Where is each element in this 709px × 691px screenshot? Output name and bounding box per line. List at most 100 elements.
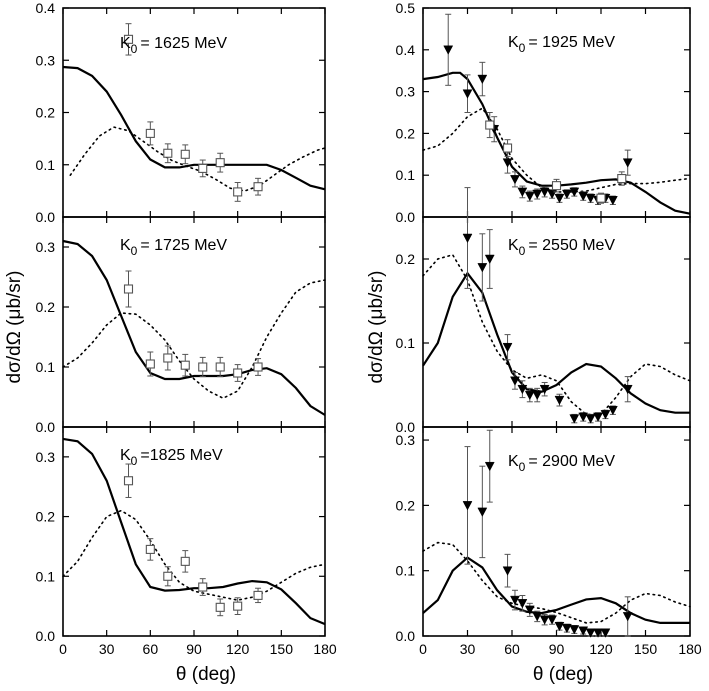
data-point-triangle — [484, 254, 495, 265]
panel-label-subscript: 0 — [519, 460, 526, 474]
panel-label-value: = 1725 MeV — [140, 237, 227, 254]
data-point-square — [198, 163, 208, 173]
data-point-triangle — [578, 626, 589, 636]
panel-label-subscript: 0 — [519, 244, 526, 258]
panel-4: 0.0 0.1 0.2 0.3 0.4 0.5 K0 = 1925 MeV — [396, 0, 691, 225]
y-tick-label: 0.1 — [36, 157, 56, 173]
data-point-square — [215, 158, 225, 168]
y-tick-label: 0.3 — [396, 432, 416, 448]
data-point-triangle — [477, 507, 488, 517]
data-point-triangle — [443, 45, 454, 55]
data-point-triangle — [622, 384, 633, 395]
y-tick-label: 0.1 — [36, 359, 56, 375]
panel-label-symbol: K — [508, 237, 519, 254]
data-point-triangle — [585, 628, 596, 638]
model-curve-solid — [62, 239, 326, 416]
y-tick-label: 0.3 — [36, 239, 56, 255]
panel-label-value: = 1925 MeV — [528, 34, 615, 51]
x-tick-label: 150 — [270, 641, 294, 657]
x-tick-label: 180 — [678, 641, 702, 657]
data-point-triangle — [462, 89, 473, 99]
panel-label-value: = 1625 MeV — [140, 35, 227, 52]
y-tick-label: 0.3 — [36, 449, 56, 465]
data-point-triangle — [477, 74, 488, 85]
y-tick-label: 0.3 — [396, 84, 416, 100]
data-point-triangle — [547, 615, 557, 625]
data-point-triangle — [532, 390, 543, 401]
y-tick-label: 0.4 — [36, 0, 56, 16]
panel-label-subscript: 0 — [131, 454, 138, 468]
x-tick-label: 180 — [313, 641, 337, 657]
y-tick-label: 0.0 — [36, 209, 56, 225]
data-point-triangle — [554, 395, 565, 406]
data-point-triangle — [622, 612, 633, 622]
panel-label-symbol: K — [508, 34, 519, 51]
panel-label-symbol: K — [120, 447, 131, 464]
data-point-square — [253, 362, 263, 372]
y-tick-label: 0.0 — [396, 419, 416, 435]
y-tick-label: 0.0 — [396, 628, 416, 644]
data-point-triangle — [578, 191, 589, 202]
model-curve-solid — [422, 71, 691, 215]
data-point-square — [198, 362, 208, 372]
y-tick-label: 0.2 — [36, 509, 56, 525]
data-point-triangle — [532, 612, 543, 622]
y-tick-label: 0.2 — [36, 105, 56, 121]
data-point-triangle — [593, 628, 603, 638]
panel-label: K0 = 1725 MeV — [120, 237, 227, 258]
model-curve-solid — [62, 65, 326, 191]
x-axis-title-left: θ (deg) — [176, 664, 236, 685]
data-point-triangle — [622, 158, 633, 168]
panel-label-subscript: 0 — [519, 41, 526, 55]
data-point-triangle — [539, 384, 550, 395]
data-point-triangle — [510, 595, 520, 606]
panel-label: K0 = 2900 MeV — [508, 453, 615, 474]
data-point-triangle — [477, 263, 488, 273]
data-point-square — [253, 590, 263, 600]
x-tick-label: 30 — [460, 641, 476, 657]
y-tick-label: 0.2 — [396, 251, 416, 267]
x-tick-label: 120 — [226, 641, 250, 657]
data-point-square — [233, 601, 243, 611]
data-point-square — [233, 368, 243, 378]
data-point-square — [215, 602, 225, 612]
data-point-triangle — [554, 193, 565, 204]
y-tick-label: 0.1 — [396, 167, 416, 183]
data-point-square — [253, 182, 263, 192]
data-point-triangle — [607, 405, 618, 416]
model-curve-solid — [422, 556, 690, 624]
data-point-square — [163, 571, 173, 581]
data-point-square — [163, 148, 173, 158]
panel-label-subscript: 0 — [131, 42, 138, 56]
data-point-triangle — [532, 189, 543, 200]
data-point-square — [163, 353, 173, 363]
data-point-triangle — [524, 191, 535, 202]
x-tick-label: 150 — [634, 641, 658, 657]
data-point-triangle — [484, 461, 495, 472]
data-point-square — [180, 556, 190, 566]
data-point-square — [485, 120, 495, 130]
y-tick-label: 0.0 — [396, 209, 416, 225]
data-point-triangle — [462, 501, 473, 511]
y-tick-label: 0.1 — [396, 563, 416, 579]
data-point-triangle — [600, 410, 611, 420]
y-tick-label: 0.1 — [36, 568, 56, 584]
data-point-triangle — [510, 376, 520, 386]
y-tick-label: 0.2 — [396, 125, 416, 141]
data-point-triangle — [517, 599, 528, 609]
data-point-square — [123, 284, 134, 294]
data-point-triangle — [502, 342, 513, 353]
data-point-triangle — [510, 175, 520, 185]
data-point-triangle — [585, 414, 596, 424]
data-point-triangle — [539, 615, 550, 625]
panel-label: K0 = 1625 MeV — [120, 35, 227, 56]
x-tick-label: 90 — [186, 641, 202, 657]
data-point-triangle — [561, 189, 572, 200]
data-point-triangle — [517, 187, 528, 197]
data-point-triangle — [569, 187, 580, 197]
y-tick-label: 0.2 — [396, 497, 416, 513]
data-point-triangle — [524, 390, 535, 401]
data-point-square — [551, 181, 562, 191]
model-curve-dotted — [62, 279, 326, 400]
